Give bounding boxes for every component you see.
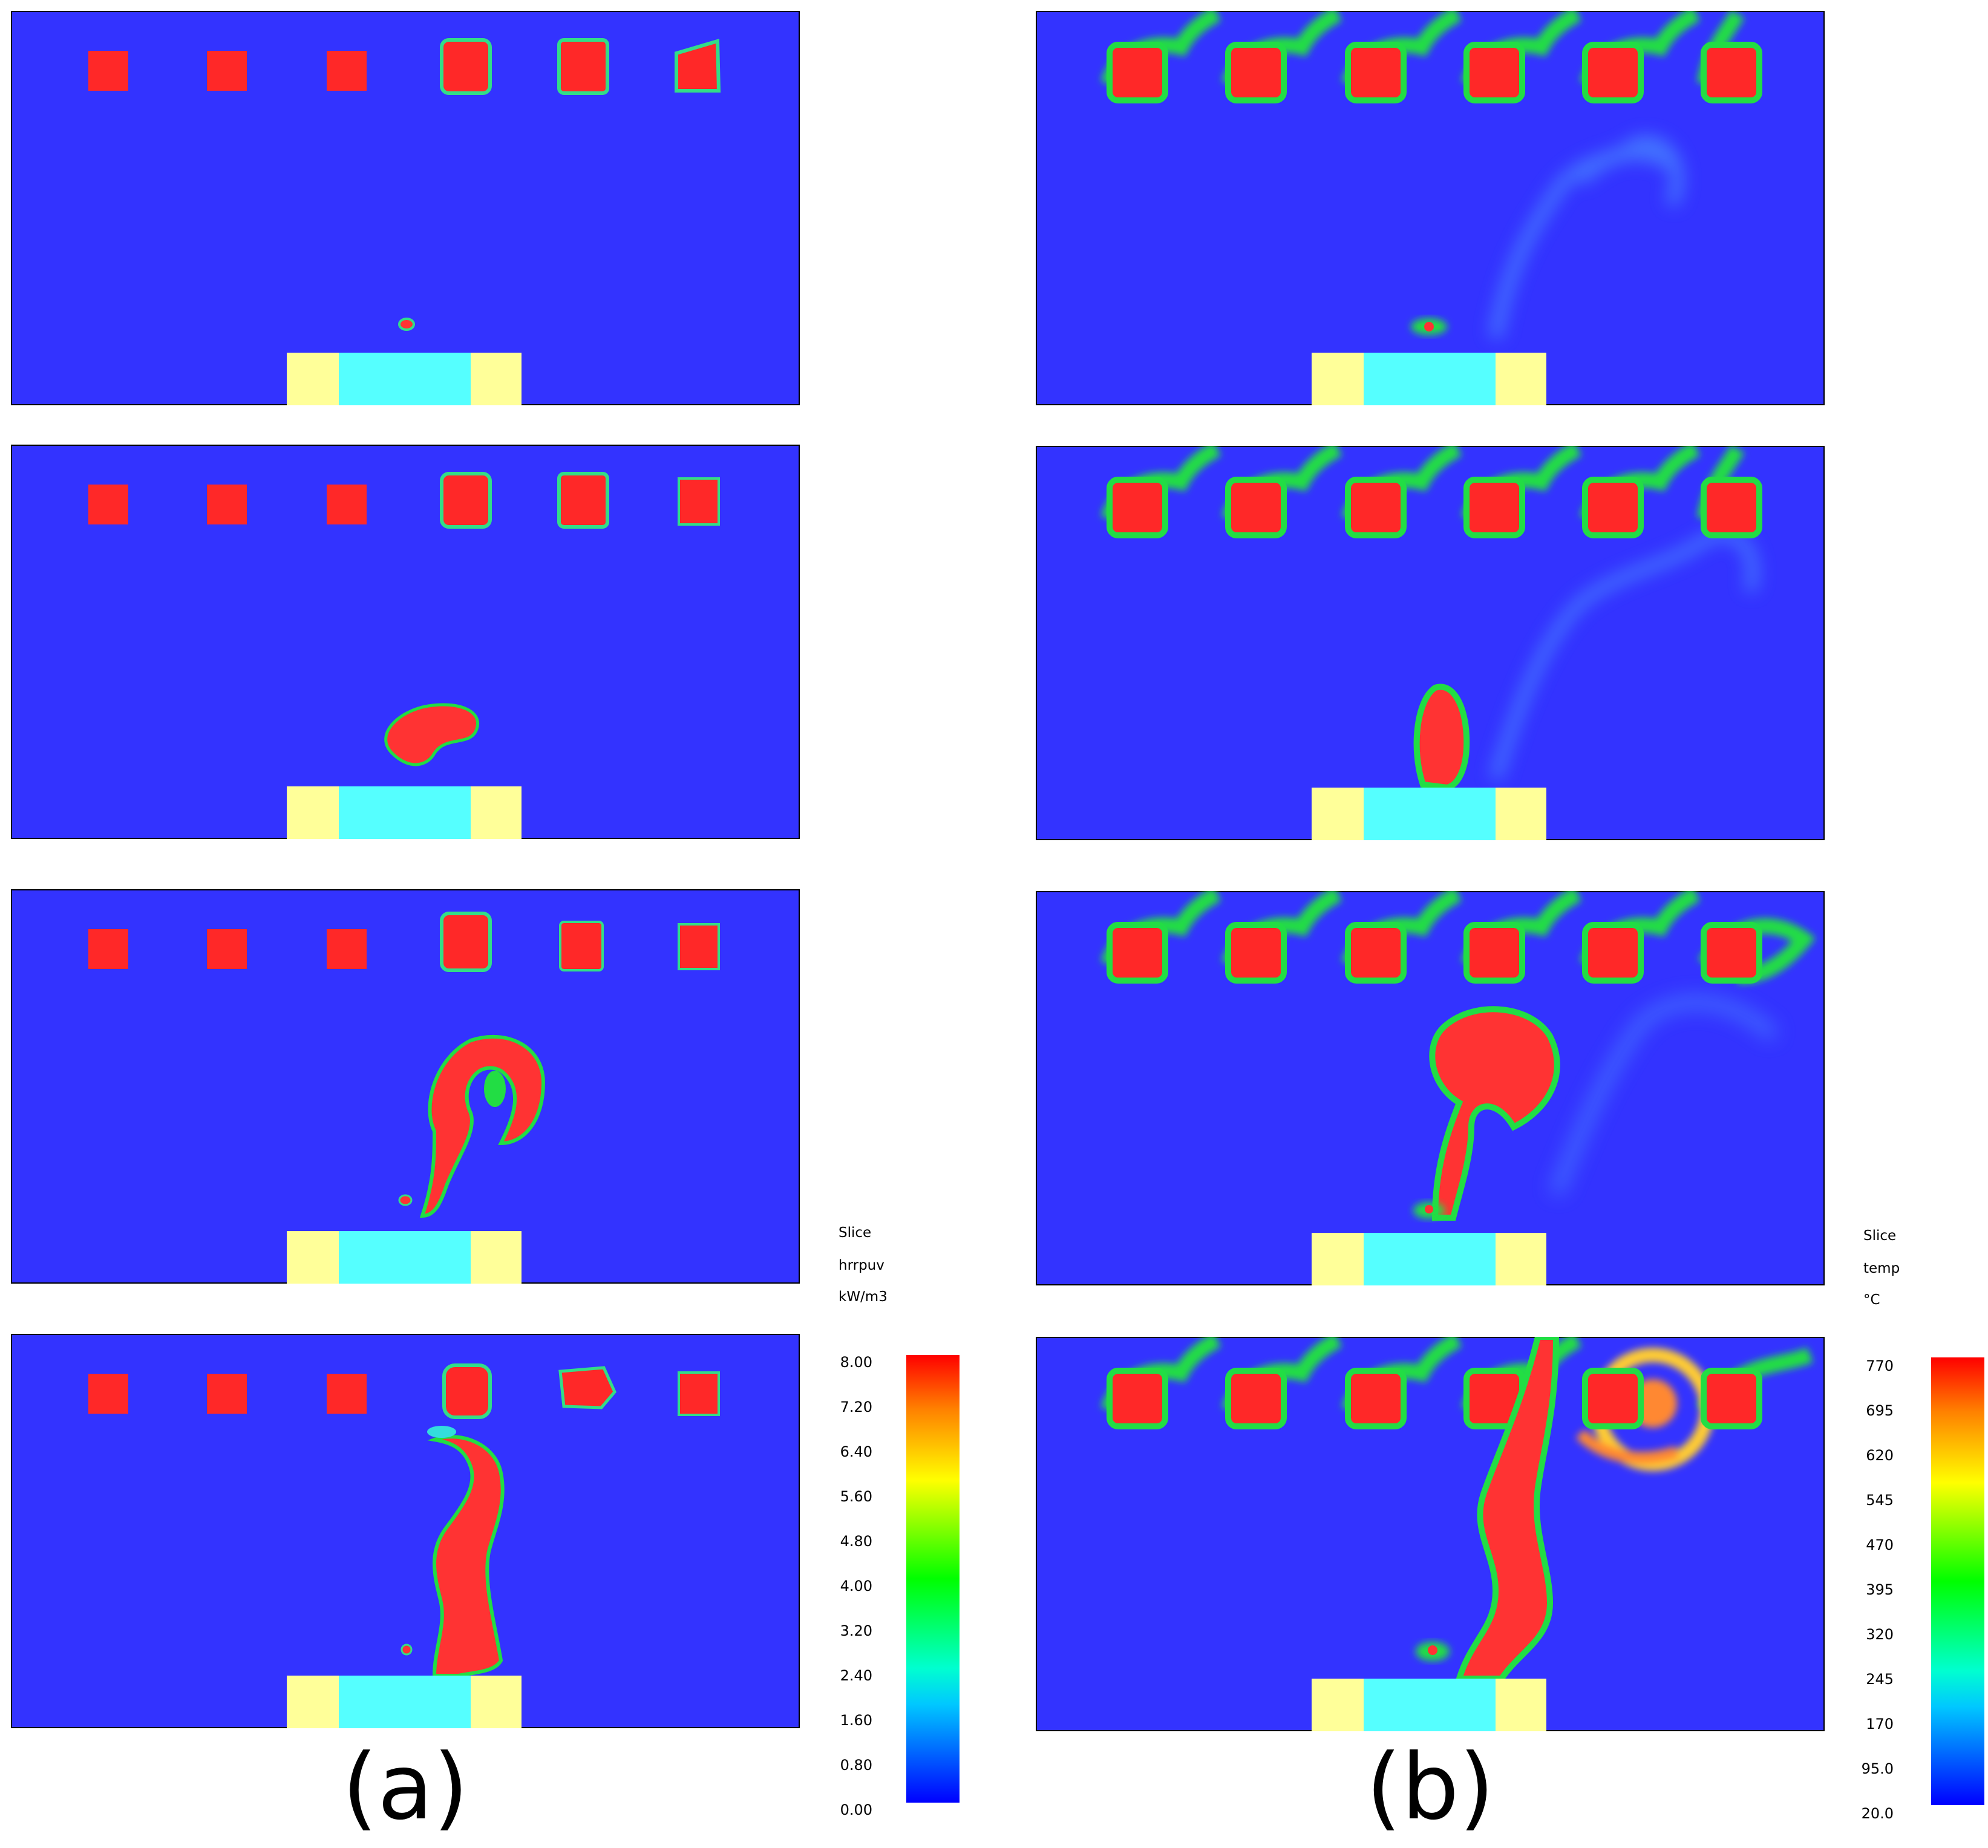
colorbar-b-tick: 320 (1866, 1626, 1894, 1643)
colorbar-a-tick: 0.80 (840, 1757, 872, 1774)
slice-a-2 (11, 445, 800, 839)
slice-b-1 (1036, 11, 1825, 405)
slice-b-4 (1036, 1337, 1825, 1731)
flame-plume (384, 703, 479, 766)
slice-b-2 (1036, 446, 1825, 840)
slice-b-3 (1036, 891, 1825, 1285)
colorbar-a-tick: 4.00 (840, 1578, 872, 1595)
caption-b: (b) (1365, 1735, 1495, 1840)
fire-source (1312, 353, 1546, 405)
colorbar-a-gradient (906, 1355, 960, 1803)
obstacle-row (88, 1363, 720, 1419)
colorbar-b-tick: 545 (1866, 1492, 1894, 1509)
colorbar-a-tick: 2.40 (840, 1667, 872, 1684)
caption-a: (a) (342, 1735, 469, 1840)
colorbar-b-tick: 695 (1866, 1402, 1894, 1419)
obstacle-row (1107, 42, 1762, 103)
colorbar-a-tick: 0.00 (840, 1801, 872, 1818)
colorbar-b-tick: 170 (1866, 1716, 1894, 1732)
colorbar-b-gradient (1931, 1357, 1984, 1805)
colorbar-a-tick: 6.40 (840, 1443, 872, 1460)
colorbar-a-tick: 3.20 (840, 1622, 872, 1639)
colorbar-a-title-3: kW/m3 (839, 1289, 888, 1305)
colorbar-b-tick: 395 (1866, 1581, 1894, 1598)
fire-source (287, 1231, 522, 1284)
colorbar-b-title-3: °C (1863, 1292, 1880, 1308)
slice-a-4 (11, 1334, 800, 1728)
obstacle-row (88, 38, 721, 95)
colorbar-a-tick: 8.00 (840, 1354, 872, 1371)
fire-source (287, 353, 522, 405)
fire-source (287, 1676, 522, 1728)
colorbar-a-tick: 7.20 (840, 1399, 872, 1415)
obstacle-row (88, 472, 720, 529)
colorbar-b-tick: 770 (1866, 1357, 1894, 1374)
colorbar-b-title-2: temp (1863, 1261, 1900, 1276)
colorbar-a-title-2: hrrpuv (839, 1258, 884, 1273)
colorbar-b-tick: 470 (1866, 1536, 1894, 1553)
slice-a-1 (11, 11, 800, 405)
flame-plume (419, 1034, 546, 1218)
colorbar-b-tick: 245 (1866, 1671, 1894, 1688)
smoke-wisps (1489, 135, 1684, 339)
slice-a-3 (11, 889, 800, 1284)
colorbar-a-tick: 1.60 (840, 1712, 872, 1729)
colorbar-b-tick: 95.0 (1861, 1760, 1894, 1777)
colorbar-a-title-1: Slice (839, 1225, 872, 1241)
colorbar-a-tick: 4.80 (840, 1533, 872, 1550)
colorbar-b-tick: 20.0 (1861, 1805, 1894, 1822)
colorbar-b-title-1: Slice (1863, 1228, 1897, 1244)
fire-source (287, 786, 522, 839)
obstacle-row (88, 912, 720, 972)
colorbar-a-tick: 5.60 (840, 1488, 872, 1505)
colorbar-b-tick: 620 (1866, 1447, 1894, 1464)
